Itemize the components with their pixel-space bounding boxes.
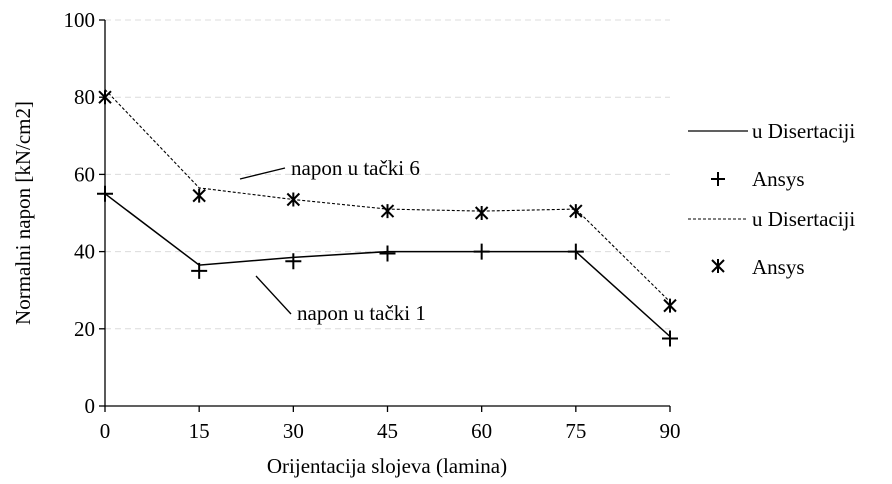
star-marker: [569, 204, 583, 219]
legend-entry-series-4: Ansys: [711, 255, 805, 279]
legend-entry-series-1: u Disertaciji: [688, 119, 855, 143]
annotations: napon u tački 6 napon u tački 1: [239, 156, 426, 325]
x-tick-label: 30: [283, 419, 304, 443]
x-tick-label: 60: [471, 419, 492, 443]
plus-marker: [473, 243, 490, 260]
x-tick-label: 15: [189, 419, 210, 443]
tick-layer: 0 20 40 60 80 100 0 15 30 45 60 75 90: [64, 8, 681, 443]
annotation-point-1: napon u tački 1: [297, 301, 426, 325]
plus-marker: [567, 243, 584, 260]
y-axis-label: Normalni napon [kN/cm2]: [11, 101, 35, 325]
star-marker: [192, 188, 206, 203]
x-tick-label: 90: [660, 419, 681, 443]
star-marker: [474, 206, 489, 220]
annotation-leader-point-1: [255, 275, 292, 315]
annotation-point-6: napon u tački 6: [291, 156, 420, 180]
y-tick-label: 20: [74, 317, 95, 341]
legend-label: u Disertaciji: [752, 207, 855, 231]
plus-marker: [662, 330, 678, 347]
x-axis-label: Orijentacija slojeva (lamina): [267, 454, 507, 478]
legend-label: Ansys: [752, 255, 805, 279]
legend-entry-series-3: u Disertaciji: [688, 207, 855, 231]
plus-marker: [285, 253, 302, 270]
y-tick-label: 40: [74, 240, 95, 264]
legend-entry-series-2: Ansys: [711, 167, 805, 191]
y-tick-label: 100: [64, 8, 96, 32]
y-tick-label: 60: [74, 162, 95, 186]
annotation-leader-point-6: [239, 167, 286, 180]
legend-label: Ansys: [752, 167, 805, 191]
legend: u Disertaciji Ansys u Disertaciji Ansys: [688, 119, 855, 279]
y-tick-label: 80: [74, 85, 95, 109]
legend-star-marker: [711, 259, 725, 273]
legend-label: u Disertaciji: [752, 119, 855, 143]
x-tick-label: 75: [565, 419, 586, 443]
x-tick-label: 45: [377, 419, 398, 443]
legend-plus-marker: [711, 172, 725, 186]
series-line-3: [104, 89, 671, 303]
plus-marker: [379, 245, 396, 262]
star-marker: [286, 192, 301, 207]
star-marker: [663, 298, 677, 313]
x-tick-label: 0: [100, 419, 111, 443]
y-tick-label: 0: [85, 394, 96, 418]
star-marker: [380, 204, 395, 219]
plus-marker: [191, 262, 208, 279]
